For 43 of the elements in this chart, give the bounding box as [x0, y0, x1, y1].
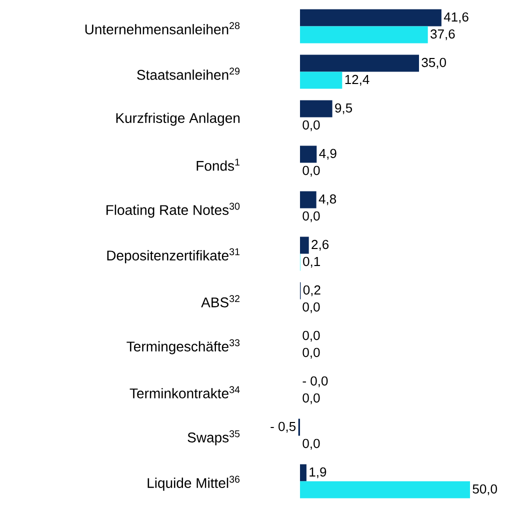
data-label: 2,6 [312, 240, 329, 251]
data-label: 4,9 [319, 148, 336, 160]
bar [300, 72, 342, 89]
data-label: 0,0 [302, 393, 320, 404]
y-tick-label: Fonds$^{1}$ [196, 158, 240, 171]
data-label: 0,1 [303, 256, 320, 268]
data-label: 0,0 [302, 330, 320, 342]
y-tick-label: Termingeschäfte$^{33}$ [126, 339, 240, 354]
y-tick-label: ABS$^{32}$ [201, 295, 240, 308]
bar [300, 9, 442, 26]
data-label: 0,0 [302, 211, 320, 222]
data-label: 0,0 [302, 438, 320, 450]
bar [300, 100, 332, 118]
data-label: 12,4 [345, 74, 370, 86]
y-tick-label: Kurzfristige Anlagen [116, 112, 240, 126]
data-label: 50,0 [472, 484, 497, 496]
y-tick-label: Swaps$^{35}$ [188, 430, 240, 446]
bar [300, 464, 306, 482]
y-tick-label: Unternehmensanleihen$^{28}$ [85, 22, 240, 34]
y-tick-label: Liquide Mittel$^{36}$ [148, 476, 240, 491]
data-label: 0,0 [302, 348, 320, 359]
y-tick-label: Depositenzertifikate$^{31}$ [107, 248, 240, 264]
data-label: 0,0 [302, 120, 320, 132]
data-label: 4,8 [318, 194, 336, 206]
data-label: 0,2 [303, 285, 320, 296]
data-label: 35,0 [422, 58, 446, 69]
data-label: 1,9 [310, 467, 326, 478]
data-label: - 0,5 [270, 422, 296, 433]
bar [300, 26, 428, 44]
data-label: 41,6 [444, 12, 468, 24]
data-label: 0,0 [302, 166, 320, 177]
y-tick-label: Terminkontrakte$^{34}$ [130, 386, 240, 398]
y-tick-label: Staatsanleihen$^{29}$ [137, 68, 240, 80]
data-label: 9,5 [335, 103, 352, 114]
data-label: 37,6 [430, 29, 455, 40]
bar [300, 236, 309, 254]
data-label: 0,0 [302, 302, 320, 314]
bar [300, 54, 420, 72]
bar [300, 191, 316, 208]
y-tick-label: Floating Rate Notes$^{30}$ [106, 202, 240, 218]
bar [300, 146, 317, 163]
data-label: - 0,0 [302, 376, 328, 388]
bar [300, 481, 470, 498]
